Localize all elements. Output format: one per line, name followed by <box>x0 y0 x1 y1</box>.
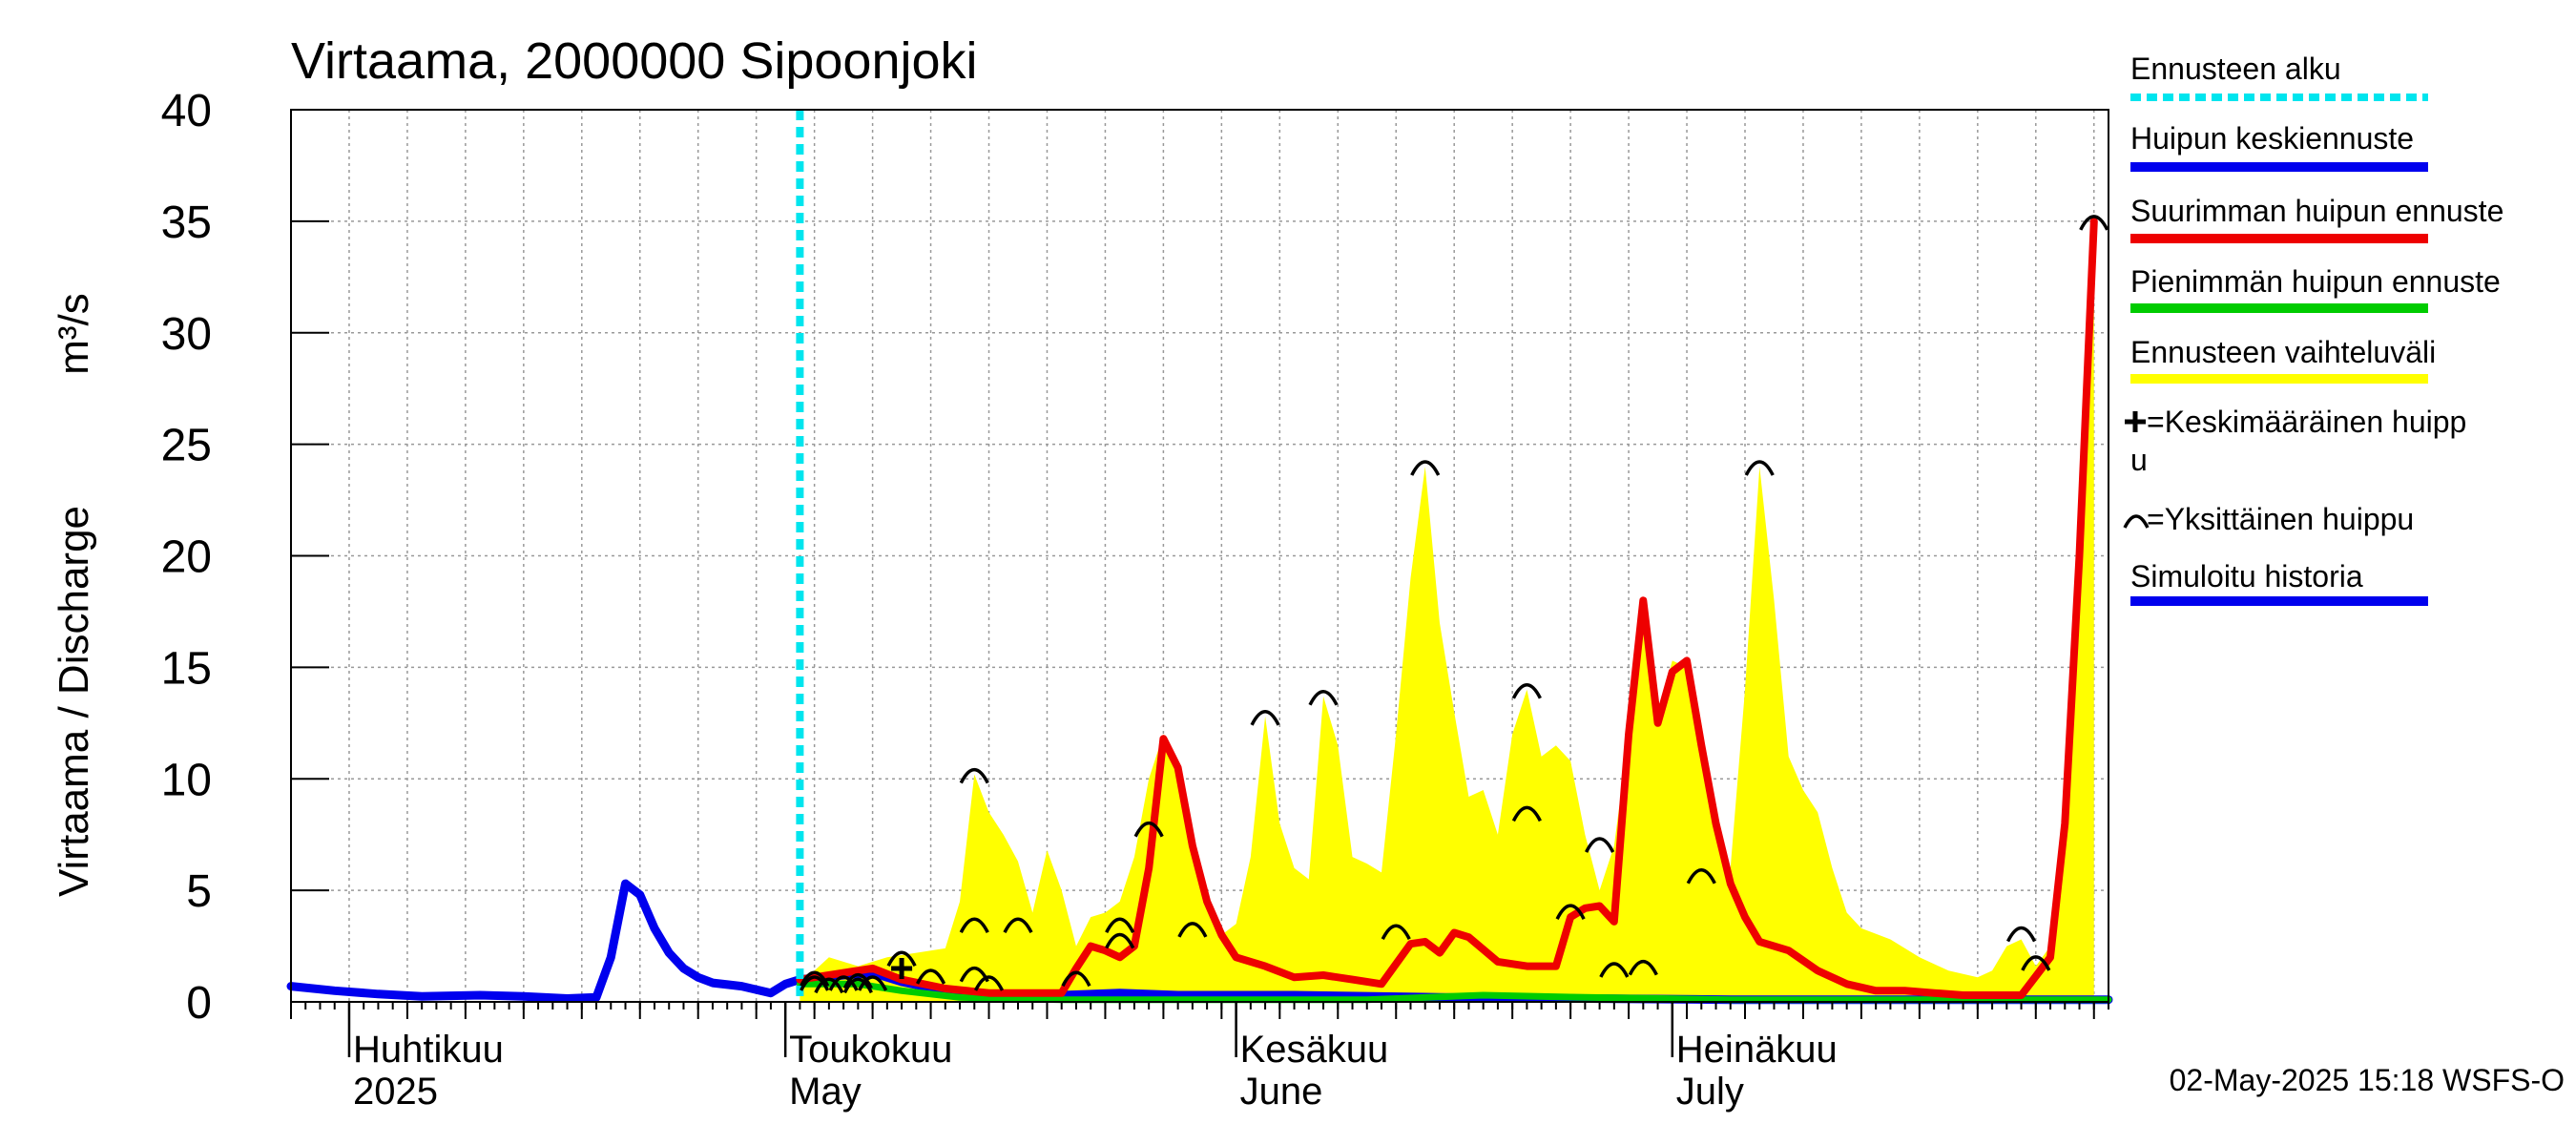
single-peak-marker <box>1308 690 1339 706</box>
single-peak-marker <box>915 968 946 985</box>
x-month-label-en: July <box>1676 1071 1744 1113</box>
y-tick-label: 20 <box>161 532 212 583</box>
single-peak-marker <box>959 767 989 784</box>
single-peak-marker <box>1061 970 1091 988</box>
single-peak-marker <box>1686 868 1716 885</box>
series-line <box>286 879 804 1003</box>
legend-label: u <box>2130 443 2148 477</box>
legend-plus-symbol <box>2125 411 2146 432</box>
single-peak-marker <box>2079 215 2109 231</box>
single-peak-marker <box>828 975 859 991</box>
y-tick-label: 25 <box>161 421 212 471</box>
single-peak-marker <box>1003 917 1033 934</box>
peak-markers <box>800 215 2109 994</box>
x-month-label-en: May <box>789 1071 862 1113</box>
y-tick-label: 40 <box>161 86 212 136</box>
single-peak-marker <box>1511 805 1542 822</box>
average-peak-marker <box>891 957 913 979</box>
single-peak-marker <box>1133 821 1164 838</box>
legend-label: Suurimman huipun ennuste <box>2130 194 2503 228</box>
single-peak-marker <box>1410 460 1441 476</box>
single-peak-marker <box>842 977 873 994</box>
y-tick-label: 30 <box>161 309 212 360</box>
legend-label: Ennusteen vaihteluväli <box>2130 335 2436 369</box>
single-peak-marker <box>2005 926 2037 943</box>
single-peak-marker <box>886 950 917 968</box>
single-peak-marker <box>800 975 830 991</box>
single-peak-marker <box>1381 924 1411 941</box>
single-peak-marker <box>1177 922 1208 938</box>
single-peak-marker <box>1585 837 1615 853</box>
single-peak-marker <box>959 917 989 934</box>
single-peak-marker <box>973 975 1005 991</box>
y-axis-label: Virtaama / Discharge <box>51 506 97 897</box>
timestamp: 02-May-2025 15:18 WSFS-O <box>2170 1063 2565 1097</box>
legend-label: =Keskimääräinen huipp <box>2147 405 2466 439</box>
single-peak-marker <box>1105 932 1135 949</box>
axes: 0510152025303540Huhtikuu2025ToukokuuMayK… <box>161 86 2109 1113</box>
single-peak-marker <box>1105 917 1135 934</box>
forecast-range-area <box>800 220 2094 1002</box>
single-peak-marker <box>1555 904 1586 920</box>
legend-label: Simuloitu historia <box>2130 559 2363 593</box>
legend-label: Pienimmän huipun ennuste <box>2130 264 2501 299</box>
y-tick-label: 35 <box>161 198 212 248</box>
series-line <box>796 980 2112 1004</box>
single-peak-marker <box>1744 460 1775 476</box>
y-tick-label: 10 <box>161 755 212 805</box>
x-month-label-en: 2025 <box>353 1071 438 1113</box>
x-month-label-en: June <box>1240 1071 1323 1113</box>
x-month-label-fi: Toukokuu <box>789 1029 952 1071</box>
legend-label: Ennusteen alku <box>2130 52 2341 86</box>
legend-arc-symbol <box>2123 514 2150 529</box>
y-axis-unit: m³/s <box>51 293 97 375</box>
y-tick-label: 0 <box>186 978 212 1029</box>
y-tick-label: 5 <box>186 866 212 917</box>
forecast-range <box>800 220 2094 1002</box>
single-peak-marker <box>1250 710 1280 726</box>
y-tick-label: 15 <box>161 643 212 694</box>
single-peak-marker <box>814 977 844 994</box>
plot-frame <box>290 109 2109 1003</box>
series-line <box>796 217 2098 999</box>
legend: Ennusteen alku Huipun keskiennuste Suurimm… <box>2123 52 2503 606</box>
x-month-label-fi: Kesäkuu <box>1240 1029 1389 1071</box>
series-lines <box>286 110 2113 1005</box>
single-peak-marker <box>1628 959 1658 976</box>
x-month-label-fi: Huhtikuu <box>353 1029 504 1071</box>
single-peak-marker <box>1511 683 1542 699</box>
legend-label: =Yksittäinen huippu <box>2147 502 2414 536</box>
x-month-label-fi: Heinäkuu <box>1676 1029 1838 1071</box>
single-peak-marker <box>842 972 873 989</box>
chart-title: Virtaama, 2000000 Sipoonjoki <box>291 32 978 90</box>
single-peak-marker <box>858 975 888 991</box>
single-peak-marker <box>2021 955 2051 971</box>
legend-label: Huipun keskiennuste <box>2130 121 2414 156</box>
single-peak-marker <box>1599 962 1630 978</box>
